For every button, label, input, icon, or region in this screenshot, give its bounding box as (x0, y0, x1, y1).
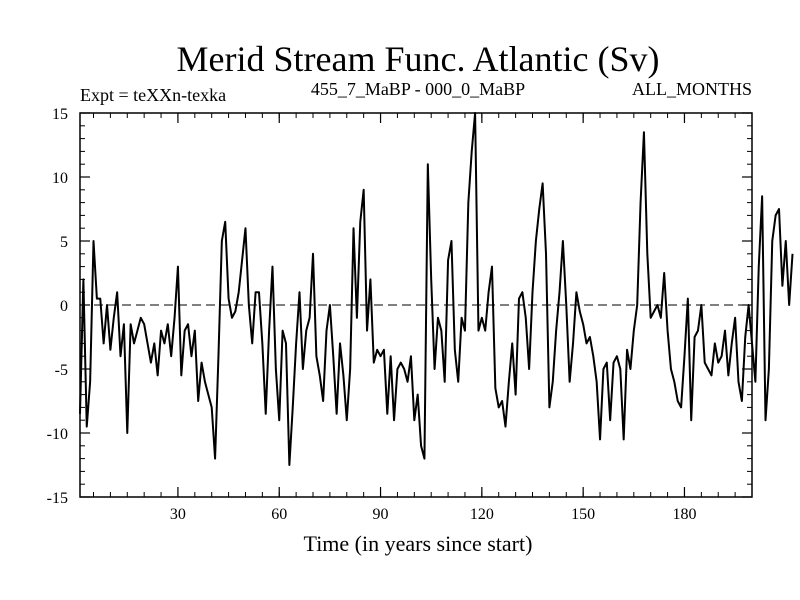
x-tick-label: 60 (271, 506, 287, 523)
y-tick-label: 10 (52, 170, 68, 187)
x-tick-label: 90 (373, 506, 389, 523)
tick-labels: 30 60 90 120 150 180 15 10 5 0 -5 -10 -15 (47, 106, 697, 523)
x-axis-label: Time (in years since start) (304, 531, 533, 556)
subtitle-experiment: Expt = teXXn-texka (80, 85, 226, 105)
subtitle-period: 455_7_MaBP - 000_0_MaBP (311, 79, 525, 99)
plot-frame (79, 112, 753, 498)
y-tick-label: -5 (55, 362, 68, 379)
y-tick-label: 15 (52, 106, 68, 123)
y-tick-label: 5 (60, 234, 68, 251)
x-tick-label: 150 (571, 506, 595, 523)
y-tick-label: -10 (47, 426, 68, 443)
subtitle-months: ALL_MONTHS (632, 79, 752, 99)
x-tick-label: 30 (170, 506, 186, 523)
series-line (79, 112, 794, 466)
y-tick-label: 0 (60, 298, 68, 315)
y-tick-label: -15 (47, 490, 68, 507)
x-tick-label: 180 (672, 506, 696, 523)
chart-title: Merid Stream Func. Atlantic (Sv) (177, 39, 660, 79)
x-tick-label: 120 (470, 506, 494, 523)
